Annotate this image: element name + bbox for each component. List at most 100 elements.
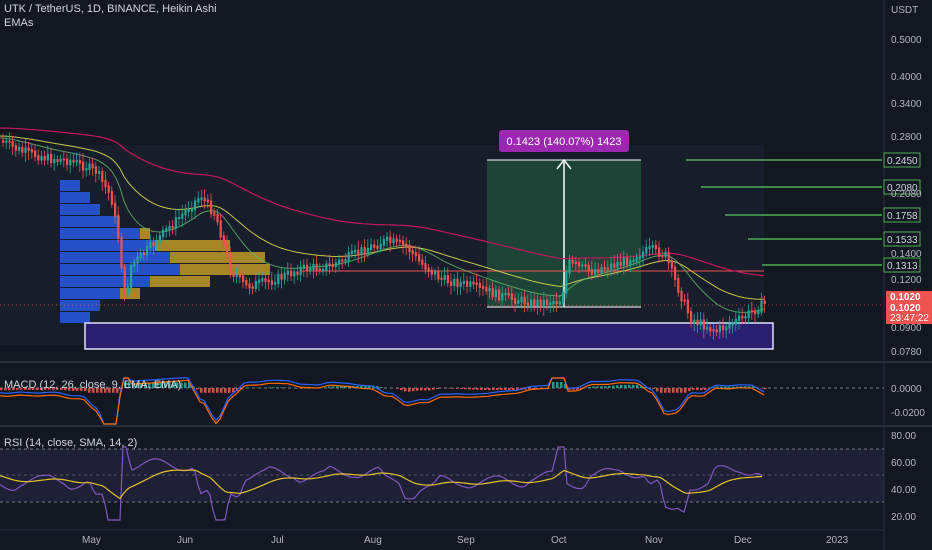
rsi-pane[interactable]: RSI (14, close, SMA, 14, 2) 80.00 60.00 … xyxy=(0,431,916,523)
measure-label[interactable]: 0.1423 (140.07%) 1423 xyxy=(499,130,629,152)
macd-bar xyxy=(456,388,459,389)
candle-body xyxy=(296,271,299,276)
candle-body xyxy=(82,161,85,171)
price-axis[interactable]: USDT 0.5000 0.4000 0.3400 0.2800 0.2080 … xyxy=(891,5,922,358)
candle-body xyxy=(408,244,411,253)
macd-pane[interactable]: MACD (12, 26, close, 9, EMA, EMA) 0.0000… xyxy=(0,377,925,425)
macd-bar xyxy=(488,388,491,391)
macd-bar xyxy=(508,388,511,391)
macd-bar xyxy=(636,384,639,388)
candle-body xyxy=(520,296,523,303)
candle-body xyxy=(197,198,200,203)
candle-body xyxy=(469,281,472,287)
macd-bar xyxy=(696,388,699,391)
candle-body xyxy=(331,263,334,268)
candle-body xyxy=(245,280,248,286)
time-tick: May xyxy=(82,535,101,546)
macd-bar xyxy=(232,388,235,393)
candle-body xyxy=(18,146,21,151)
candle-body xyxy=(600,267,603,274)
volume-profile-bar xyxy=(60,252,170,263)
current-price-value: 0.1020 xyxy=(890,292,921,303)
symbol-title[interactable]: UTK / TetherUS, 1D, BINANCE, Heikin Ashi xyxy=(4,3,217,15)
macd-bar xyxy=(300,388,303,389)
candle-body xyxy=(123,266,126,295)
candle-body xyxy=(437,271,440,280)
macd-bar xyxy=(324,387,327,388)
macd-bar xyxy=(16,388,19,390)
rsi-tick: 20.00 xyxy=(891,512,916,523)
candle-body xyxy=(610,263,613,270)
candle-body xyxy=(366,247,369,255)
macd-bar xyxy=(724,386,727,388)
candle-body xyxy=(427,267,430,272)
price-tick: 0.3400 xyxy=(891,99,922,110)
candle-body xyxy=(120,236,123,269)
support-box[interactable] xyxy=(84,322,774,350)
macd-bar xyxy=(640,385,643,388)
candle-body xyxy=(446,274,449,284)
candle-body xyxy=(386,236,389,241)
candle-body xyxy=(152,241,155,247)
current-price-tag: 0.1020 0.1020 23:47:22 xyxy=(886,291,932,324)
macd-bar xyxy=(128,382,131,388)
candle-body xyxy=(69,159,72,166)
candle-body xyxy=(507,292,510,296)
volume-profile-bar xyxy=(60,312,90,323)
volume-profile xyxy=(60,180,270,323)
macd-bar xyxy=(280,387,283,388)
candle-body xyxy=(488,288,491,292)
candle-body xyxy=(392,238,395,244)
candle-body xyxy=(85,168,88,171)
price-tick: 0.4000 xyxy=(891,72,922,83)
macd-bar xyxy=(764,388,767,390)
macd-bar xyxy=(228,388,231,393)
candle-body xyxy=(267,279,270,283)
candle-body xyxy=(200,197,203,201)
indicator-label[interactable]: EMAs xyxy=(4,17,34,29)
macd-bar xyxy=(0,388,3,391)
macd-bar xyxy=(468,388,471,390)
time-tick: Dec xyxy=(734,535,752,546)
candle-body xyxy=(379,243,382,250)
macd-bar xyxy=(532,388,535,389)
candle-body xyxy=(565,271,568,294)
macd-bar xyxy=(308,388,311,389)
candle-body xyxy=(542,299,545,307)
macd-bar xyxy=(480,388,483,390)
candle-body xyxy=(139,252,142,259)
macd-bar xyxy=(156,382,159,388)
candle-body xyxy=(734,318,737,325)
macd-bar xyxy=(148,382,151,388)
candle-body xyxy=(40,155,43,161)
candle-body xyxy=(30,148,33,153)
candle-body xyxy=(283,272,286,280)
time-axis[interactable]: May Jun Jul Aug Sep Oct Nov Dec 2023 xyxy=(0,529,884,546)
candle-body xyxy=(171,226,174,229)
candle-body xyxy=(539,299,542,307)
candle-body xyxy=(94,166,97,174)
macd-bar xyxy=(524,388,527,390)
candle-body xyxy=(328,263,331,266)
candle-body xyxy=(98,171,101,174)
candle-body xyxy=(674,266,677,281)
candle-body xyxy=(462,280,465,284)
candle-body xyxy=(178,216,181,220)
candle-body xyxy=(558,301,561,305)
rsi-sma-line xyxy=(0,469,762,500)
macd-bar xyxy=(656,388,659,392)
candle-body xyxy=(315,263,318,271)
macd-bar xyxy=(124,382,127,388)
candle-body xyxy=(187,209,190,212)
macd-bar xyxy=(88,388,91,393)
candle-body xyxy=(411,250,414,255)
macd-bar xyxy=(8,388,11,391)
candle-body xyxy=(91,163,94,169)
candle-body xyxy=(405,243,408,247)
macd-bar xyxy=(172,382,175,388)
target-lines: 0.2450 0.2080 0.1758 0.1533 0.1313 xyxy=(686,152,921,273)
candle-body xyxy=(59,158,62,162)
candle-body xyxy=(715,329,718,333)
macd-bar xyxy=(136,383,139,388)
